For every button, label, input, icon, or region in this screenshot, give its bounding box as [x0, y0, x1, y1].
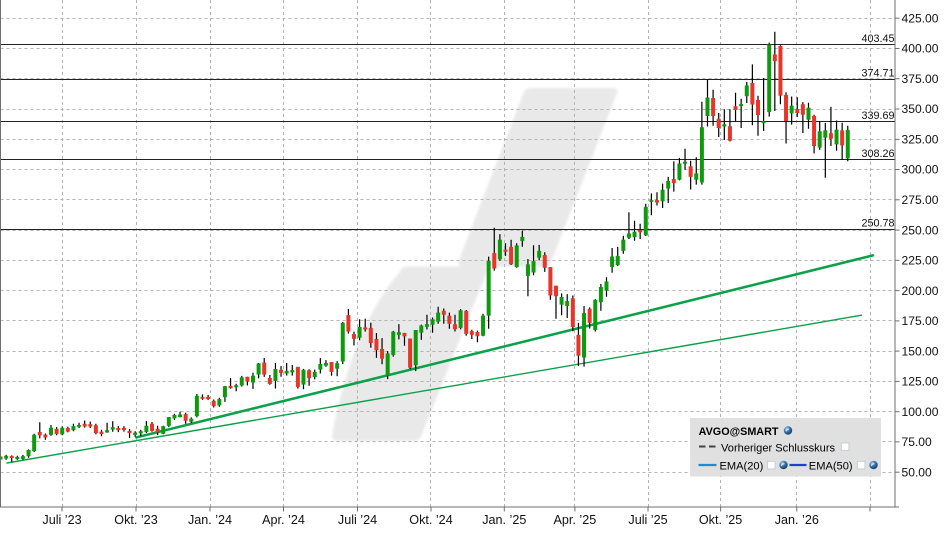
svg-text:350.00: 350.00 — [902, 102, 939, 116]
svg-text:Juli ’25: Juli ’25 — [628, 513, 667, 527]
svg-text:Jan. ’24: Jan. ’24 — [188, 513, 232, 527]
svg-text:400.00: 400.00 — [902, 42, 939, 56]
svg-text:EMA(20): EMA(20) — [720, 461, 764, 473]
svg-text:Vorheriger Schlusskurs: Vorheriger Schlusskurs — [721, 442, 836, 454]
svg-text:AVGO@SMART: AVGO@SMART — [699, 426, 779, 438]
svg-text:75.00: 75.00 — [902, 435, 933, 449]
svg-text:125.00: 125.00 — [902, 375, 939, 389]
svg-text:EMA(50): EMA(50) — [809, 461, 853, 473]
svg-text:Jan. ’26: Jan. ’26 — [775, 513, 819, 527]
svg-text:300.00: 300.00 — [902, 163, 939, 177]
svg-text:339.69: 339.69 — [861, 110, 894, 122]
svg-text:Okt. ’24: Okt. ’24 — [409, 513, 452, 527]
svg-text:325.00: 325.00 — [902, 133, 939, 147]
svg-text:225.00: 225.00 — [902, 254, 939, 268]
svg-text:250.00: 250.00 — [902, 223, 939, 237]
svg-text:275.00: 275.00 — [902, 193, 939, 207]
svg-text:Jan. ’25: Jan. ’25 — [482, 513, 526, 527]
svg-text:375.00: 375.00 — [902, 72, 939, 86]
svg-text:250.78: 250.78 — [861, 218, 894, 230]
svg-text:Apr. ’25: Apr. ’25 — [554, 513, 597, 527]
svg-text:374.71: 374.71 — [861, 68, 894, 80]
svg-text:100.00: 100.00 — [902, 405, 939, 419]
svg-text:Juli ’24: Juli ’24 — [338, 513, 377, 527]
svg-text:50.00: 50.00 — [902, 465, 933, 479]
svg-text:150.00: 150.00 — [902, 344, 939, 358]
svg-text:Okt. ’23: Okt. ’23 — [114, 513, 157, 527]
svg-text:403.45: 403.45 — [861, 33, 894, 45]
svg-text:Apr. ’24: Apr. ’24 — [262, 513, 305, 527]
svg-text:175.00: 175.00 — [902, 314, 939, 328]
svg-text:308.26: 308.26 — [861, 148, 894, 160]
svg-text:Okt. ’25: Okt. ’25 — [699, 513, 742, 527]
svg-text:200.00: 200.00 — [902, 284, 939, 298]
svg-text:425.00: 425.00 — [902, 11, 939, 25]
svg-text:Juli ’23: Juli ’23 — [42, 513, 81, 527]
